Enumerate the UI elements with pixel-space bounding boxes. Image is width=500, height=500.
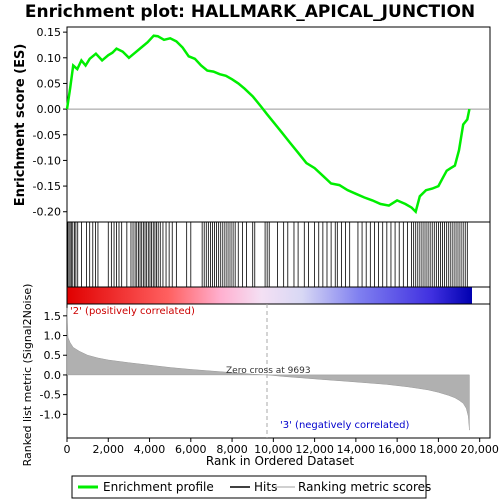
es-ytick-label: -0.05 [33, 129, 61, 142]
legend-label-metric: Ranking metric scores [298, 480, 431, 494]
legend-label-hits: Hits [254, 480, 277, 494]
metric-ytick-label: 0.0 [44, 369, 62, 382]
metric-x-label: Rank in Ordered Dataset [206, 454, 354, 468]
metric-xtick-label: 8,000 [216, 443, 248, 456]
positive-correlation-label: '2' (positively correlated) [70, 306, 195, 317]
ranked-metric-panel: 1.5 1.0 0.5 0.0 -0.5 -1.0 0 2,000 4,000 6,000 8,0… [21, 284, 499, 468]
metric-xtick-label: 20,000 [460, 443, 499, 456]
es-ytick-label: -0.15 [33, 180, 61, 193]
metric-ytick-label: -1.0 [40, 408, 61, 421]
enrichment-y-ticks: 0.15 0.10 0.05 0.00 -0.05 -0.10 -0.15 -0.20 [33, 26, 67, 219]
ranking-metric-area [66, 307, 470, 431]
enrichment-panel: 0.15 0.10 0.05 0.00 -0.05 -0.10 -0.15 -0.20 Enr… [13, 26, 491, 223]
metric-ytick-label: -0.5 [40, 389, 61, 402]
metric-ytick-label: 1.5 [44, 310, 62, 323]
legend-label-enrichment: Enrichment profile [103, 480, 214, 494]
metric-xtick-label: 18,000 [419, 443, 458, 456]
es-ytick-label: 0.05 [37, 77, 62, 90]
metric-xtick-label: 4,000 [134, 443, 166, 456]
metric-ytick-label: 1.0 [44, 330, 62, 343]
metric-x-ticks: 0 2,000 4,000 6,000 8,000 10,000 12,000 14,000 1… [64, 438, 499, 456]
enrichment-frame [66, 26, 491, 223]
es-ytick-label: 0.15 [37, 26, 62, 39]
metric-xtick-label: 0 [64, 443, 71, 456]
chart-title: Enrichment plot: HALLMARK_APICAL_JUNCTIO… [25, 2, 475, 22]
es-ytick-label: 0.10 [37, 52, 62, 65]
legend: Enrichment profile Hits Ranking metric s… [71, 475, 431, 499]
metric-xtick-label: 10,000 [254, 443, 293, 456]
metric-ytick-label: 0.5 [44, 349, 62, 362]
metric-y-label: Ranked list metric (Signal2Noise) [21, 284, 34, 467]
enrichment-profile-line [65, 34, 471, 215]
metric-xtick-label: 12,000 [295, 443, 334, 456]
metric-xtick-label: 14,000 [337, 443, 376, 456]
hits-panel [66, 221, 491, 288]
metric-xtick-label: 16,000 [378, 443, 417, 456]
metric-xtick-label: 2,000 [93, 443, 125, 456]
metric-y-ticks: 1.5 1.0 0.5 0.0 -0.5 -1.0 [40, 310, 67, 421]
enrichment-y-label: Enrichment score (ES) [13, 44, 28, 207]
zero-cross-label: Zero cross at 9693 [226, 366, 311, 376]
rank-color-bar [67, 287, 472, 304]
negative-correlation-label: '3' (negatively correlated) [280, 420, 409, 431]
es-ytick-label: 0.00 [37, 103, 62, 116]
hits-frame [66, 221, 491, 288]
hit-marks [67, 222, 468, 287]
es-ytick-label: -0.20 [33, 206, 61, 219]
es-ytick-label: -0.10 [33, 154, 61, 167]
metric-xtick-label: 6,000 [175, 443, 207, 456]
